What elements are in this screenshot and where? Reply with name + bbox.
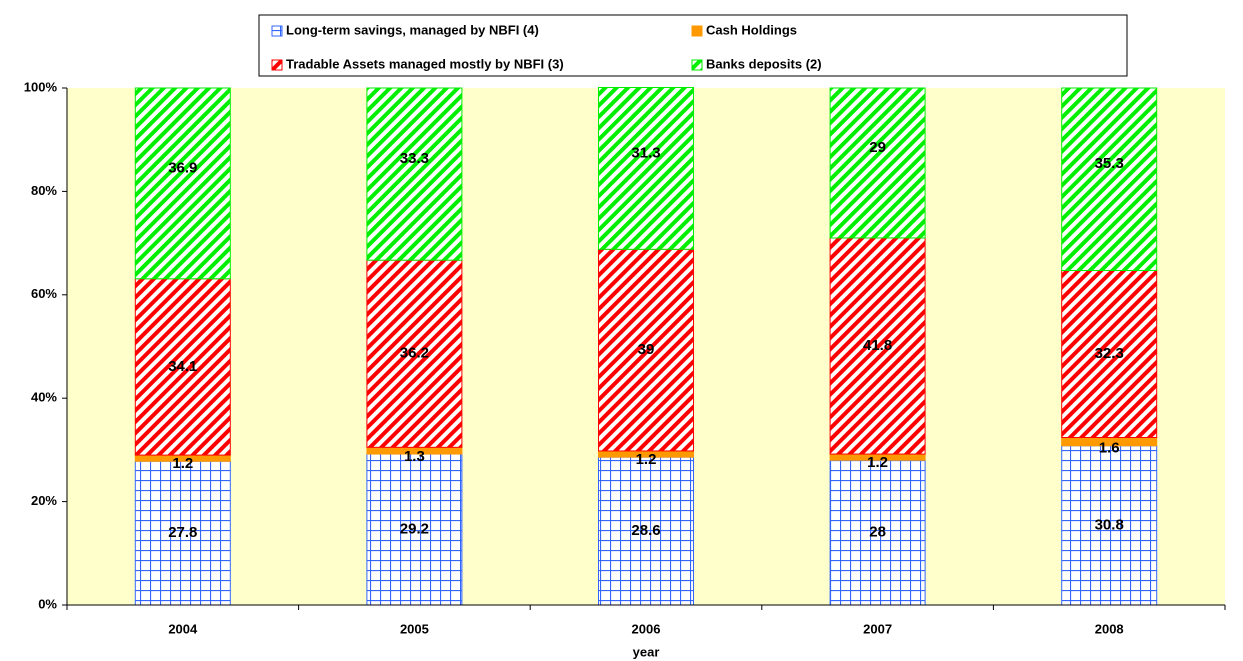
y-tick-label: 40%: [31, 390, 57, 405]
bar-segment: [1061, 87, 1158, 272]
legend-label: Cash Holdings: [706, 22, 797, 37]
data-label: 27.8: [168, 524, 197, 541]
data-label: 31.3: [631, 144, 660, 161]
data-label: 28: [869, 524, 886, 541]
bar-segment: [1061, 270, 1158, 438]
data-label: 1.3: [404, 448, 425, 465]
x-axis-label: year: [633, 644, 660, 659]
bar-segment: [829, 459, 926, 606]
legend-label: Long-term savings, managed by NBFI (4): [286, 22, 539, 37]
y-tick-label: 20%: [31, 493, 57, 508]
data-label: 36.9: [168, 159, 197, 176]
data-label: 34.1: [168, 358, 197, 375]
bar-segment: [598, 86, 694, 250]
x-tick-label: 2007: [863, 621, 892, 636]
bar-segment: [134, 278, 231, 456]
data-label: 36.2: [400, 345, 429, 362]
y-tick-label: 0%: [38, 596, 57, 611]
bar-segment: [366, 259, 463, 448]
data-label: 35.3: [1095, 155, 1124, 172]
bar-segment: [366, 87, 463, 261]
data-label: 1.2: [867, 454, 888, 471]
legend-label: Tradable Assets managed mostly by NBFI (…: [286, 56, 564, 71]
x-tick-label: 2004: [168, 621, 198, 636]
bar-segment: [366, 453, 463, 606]
data-label: 1.2: [636, 451, 657, 468]
legend-swatch: [271, 59, 283, 71]
y-tick-label: 60%: [31, 286, 57, 301]
bar-segment: [134, 87, 231, 280]
legend-swatch: [271, 25, 283, 37]
bar-segment: [598, 248, 694, 452]
x-tick-label: 2008: [1095, 621, 1124, 636]
data-label: 41.8: [863, 337, 892, 354]
data-label: 30.8: [1095, 516, 1124, 533]
x-tick-label: 2006: [632, 621, 661, 636]
y-tick-label: 100%: [24, 79, 58, 94]
data-label: 33.3: [400, 150, 429, 167]
legend-swatch: [691, 59, 703, 71]
data-label: 1.2: [172, 455, 193, 472]
bar-segment: [829, 87, 926, 239]
data-label: 28.6: [631, 522, 660, 539]
data-label: 39: [638, 341, 655, 358]
data-label: 29: [869, 139, 886, 156]
bar-segment: [1061, 445, 1158, 606]
x-tick-label: 2005: [400, 621, 429, 636]
y-tick-label: 80%: [31, 183, 57, 198]
legend-swatch: [691, 25, 703, 37]
data-label: 1.6: [1099, 440, 1120, 457]
legend-label: Banks deposits (2): [706, 56, 822, 71]
data-label: 29.2: [400, 520, 429, 537]
data-label: 32.3: [1095, 345, 1124, 362]
bar-segment: [829, 237, 926, 455]
